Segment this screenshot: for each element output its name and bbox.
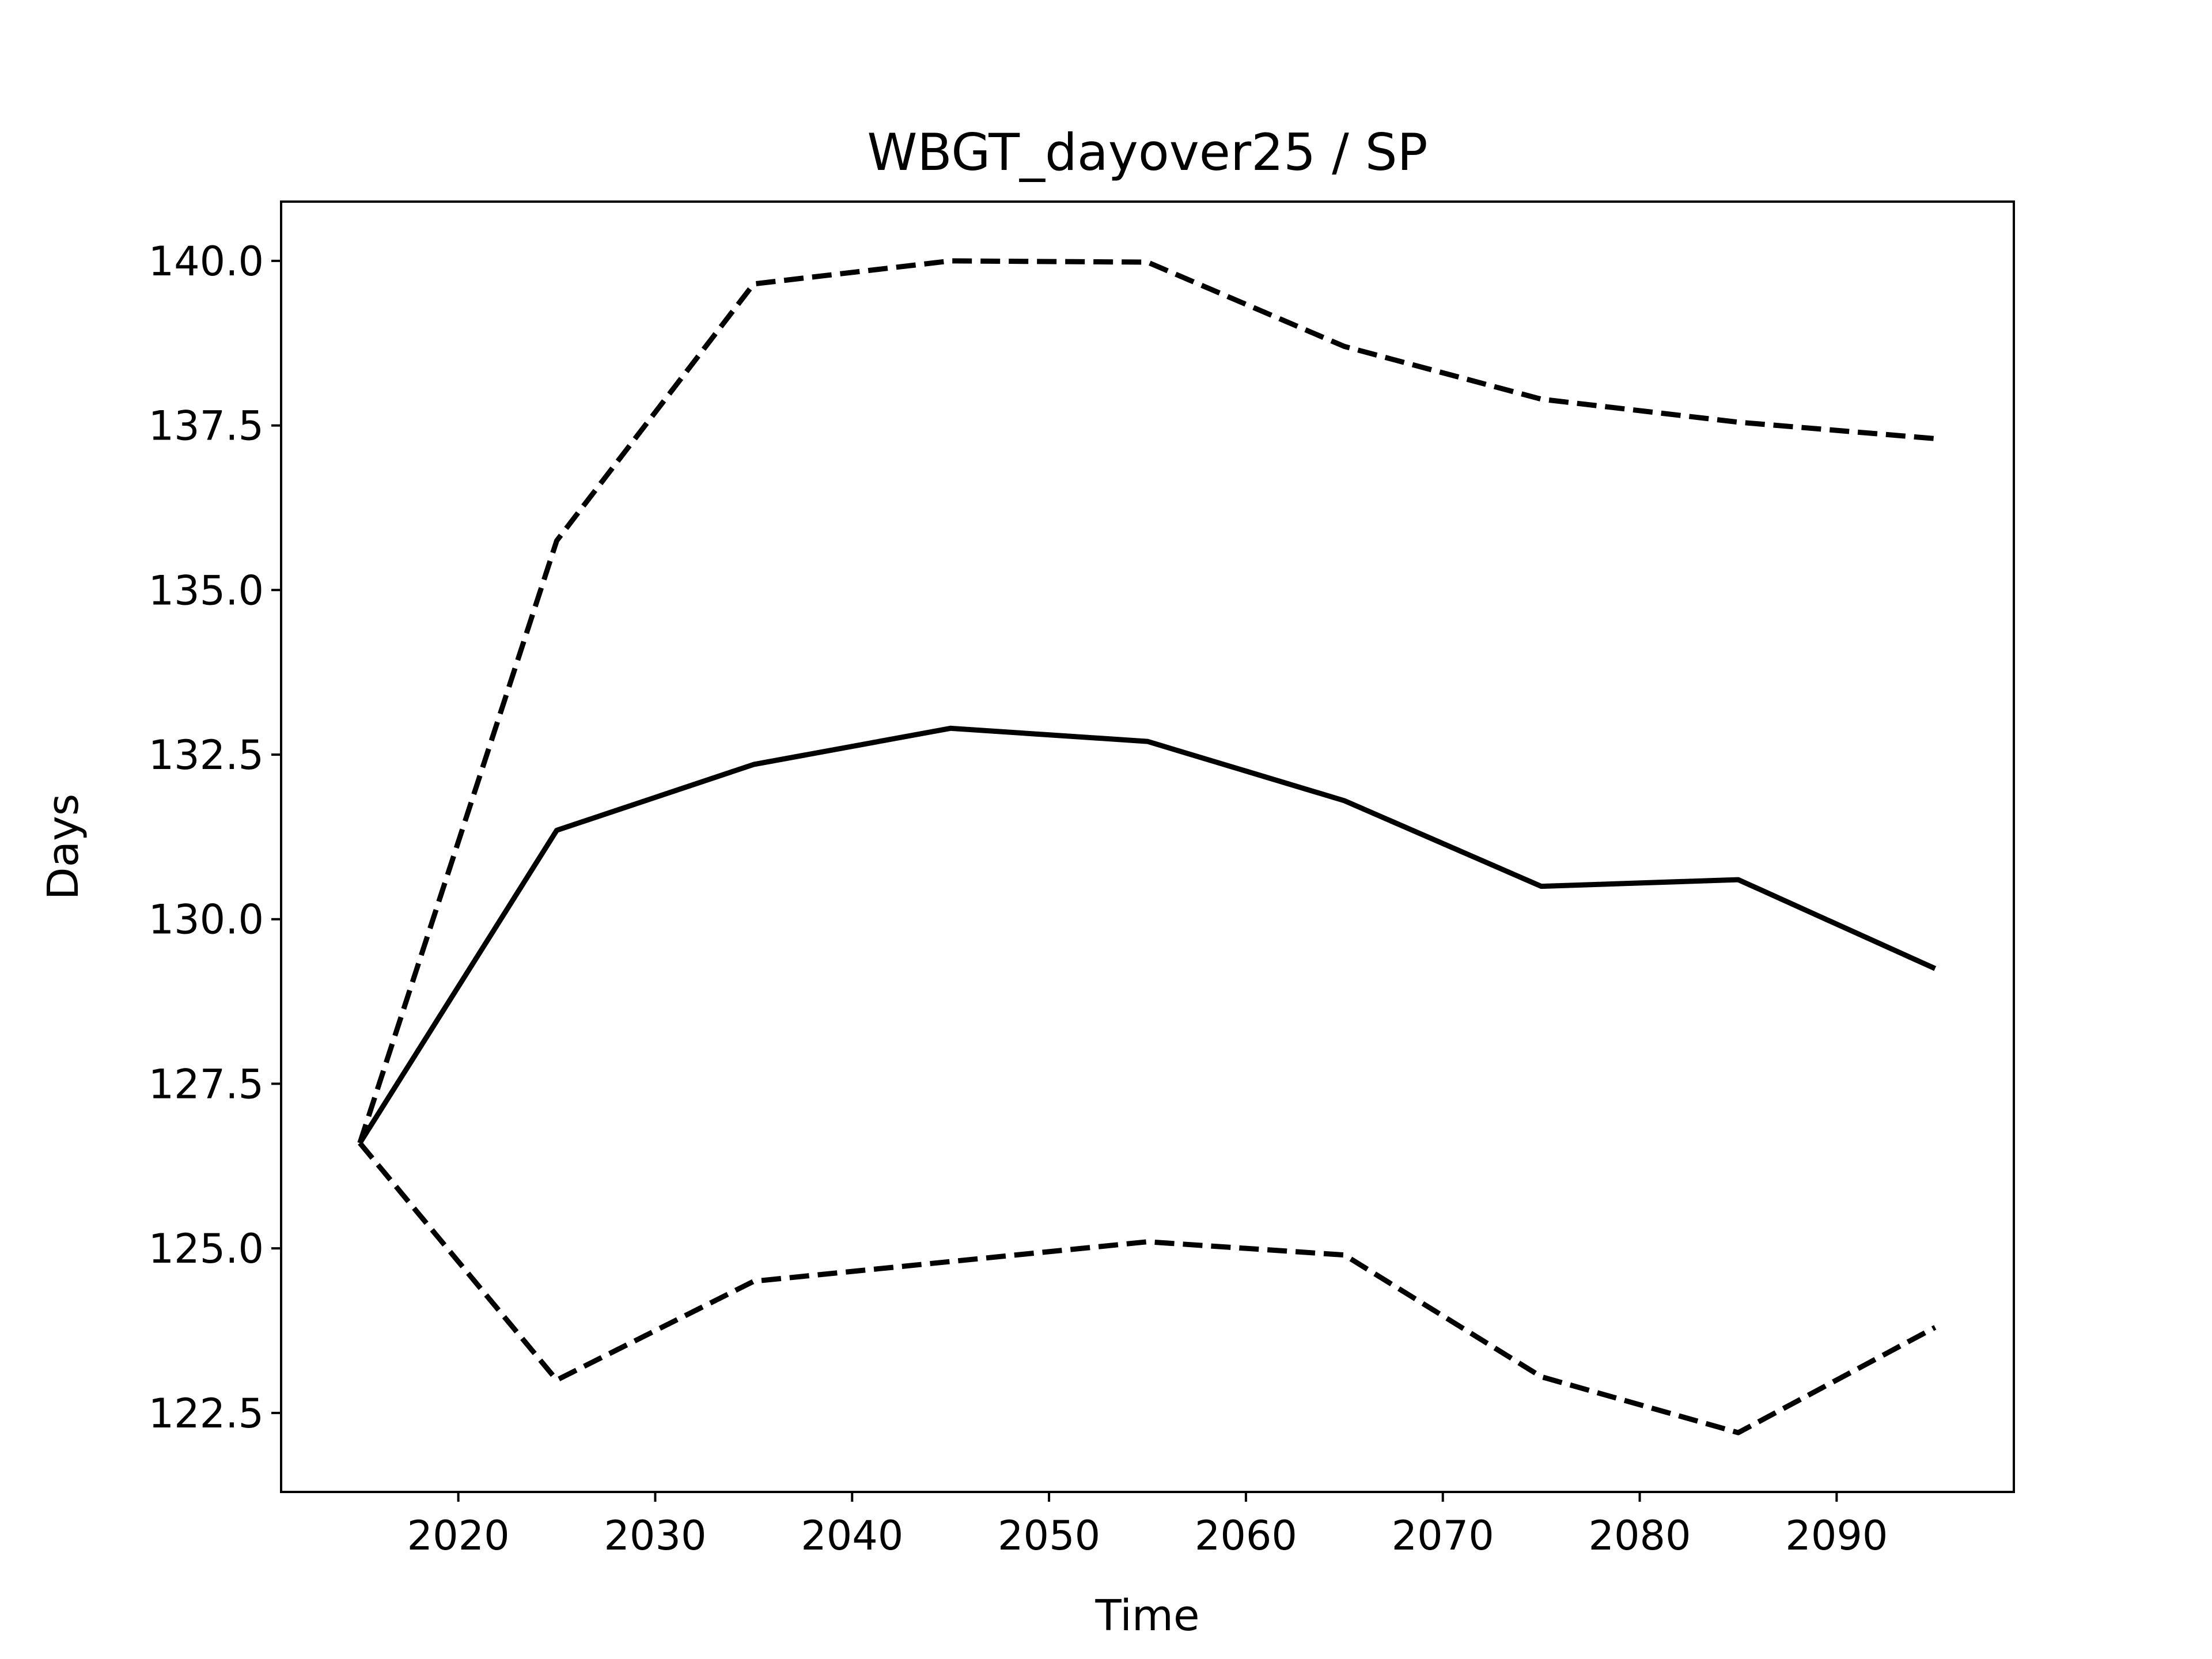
series-upper-bound-line: [357, 258, 1936, 1144]
x-tick-label: 2090: [1785, 1512, 1888, 1559]
y-tick-label: 122.5: [149, 1390, 264, 1437]
x-tick-label: 2050: [998, 1512, 1100, 1559]
y-tick-label: 130.0: [149, 896, 264, 944]
chart-title: WBGT_dayover25 / SP: [867, 123, 1427, 182]
y-tick-label: 132.5: [149, 732, 264, 779]
x-axis-ticks: 2020 2030 2040 2050 2060 2070 2080 2090: [407, 1492, 1888, 1559]
y-tick-label: 140.0: [149, 238, 264, 285]
x-tick-label: 2060: [1195, 1512, 1297, 1559]
series-lower-bound-line: [358, 1141, 1937, 1435]
series-layer: [357, 258, 1937, 1435]
x-tick-label: 2020: [407, 1512, 510, 1559]
y-tick-label: 125.0: [149, 1225, 264, 1272]
y-tick-label: 127.5: [149, 1060, 264, 1108]
y-axis-ticks: 122.5 125.0 127.5 130.0 132.5 135.0 137.5 140.0: [149, 238, 281, 1437]
plot-frame: [280, 200, 2015, 1493]
x-tick-label: 2030: [604, 1512, 706, 1559]
x-tick-label: 2070: [1392, 1512, 1494, 1559]
series-median-line: [357, 725, 1937, 1145]
y-tick-label: 137.5: [149, 403, 264, 450]
y-tick-label: 135.0: [149, 567, 264, 614]
x-axis-label: Time: [1094, 1591, 1199, 1641]
x-tick-label: 2040: [801, 1512, 903, 1559]
y-axis-label: Days: [39, 794, 88, 900]
x-tick-label: 2080: [1588, 1512, 1691, 1559]
